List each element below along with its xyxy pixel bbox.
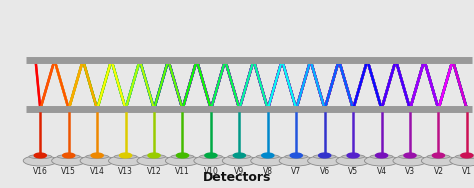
- Text: V5: V5: [348, 167, 358, 176]
- Ellipse shape: [80, 155, 114, 166]
- Circle shape: [233, 153, 246, 158]
- Text: Detectors: Detectors: [203, 171, 271, 184]
- Ellipse shape: [143, 155, 165, 159]
- Circle shape: [404, 153, 416, 158]
- Text: V12: V12: [146, 167, 162, 176]
- Ellipse shape: [171, 155, 194, 159]
- Text: V1: V1: [462, 167, 472, 176]
- Circle shape: [347, 153, 359, 158]
- Text: V2: V2: [433, 167, 444, 176]
- Ellipse shape: [114, 155, 137, 159]
- Ellipse shape: [365, 155, 399, 166]
- Ellipse shape: [393, 155, 427, 166]
- Ellipse shape: [251, 155, 285, 166]
- Text: V14: V14: [90, 167, 105, 176]
- Text: V11: V11: [175, 167, 190, 176]
- Ellipse shape: [285, 155, 308, 159]
- Circle shape: [91, 153, 103, 158]
- Text: V10: V10: [203, 167, 219, 176]
- Circle shape: [262, 153, 274, 158]
- Circle shape: [290, 153, 302, 158]
- Circle shape: [432, 153, 445, 158]
- Text: V6: V6: [319, 167, 330, 176]
- Circle shape: [119, 153, 132, 158]
- Circle shape: [176, 153, 189, 158]
- Ellipse shape: [308, 155, 342, 166]
- Ellipse shape: [228, 155, 251, 159]
- Text: V9: V9: [234, 167, 245, 176]
- Ellipse shape: [279, 155, 313, 166]
- Ellipse shape: [370, 155, 393, 159]
- Circle shape: [34, 153, 46, 158]
- Text: V7: V7: [291, 167, 301, 176]
- Ellipse shape: [421, 155, 456, 166]
- Ellipse shape: [165, 155, 200, 166]
- Ellipse shape: [194, 155, 228, 166]
- Ellipse shape: [450, 155, 474, 166]
- Circle shape: [461, 153, 473, 158]
- Ellipse shape: [256, 155, 279, 159]
- Text: V16: V16: [33, 167, 48, 176]
- Circle shape: [63, 153, 75, 158]
- Text: V13: V13: [118, 167, 133, 176]
- Ellipse shape: [200, 155, 222, 159]
- Ellipse shape: [399, 155, 421, 159]
- Ellipse shape: [137, 155, 171, 166]
- Text: V8: V8: [263, 167, 273, 176]
- Text: V15: V15: [61, 167, 76, 176]
- Circle shape: [319, 153, 331, 158]
- Ellipse shape: [313, 155, 336, 159]
- Ellipse shape: [342, 155, 365, 159]
- Ellipse shape: [52, 155, 86, 166]
- Ellipse shape: [29, 155, 52, 159]
- Ellipse shape: [109, 155, 143, 166]
- Circle shape: [205, 153, 217, 158]
- Text: V4: V4: [376, 167, 387, 176]
- Circle shape: [375, 153, 388, 158]
- Ellipse shape: [456, 155, 474, 159]
- Ellipse shape: [23, 155, 57, 166]
- Ellipse shape: [57, 155, 80, 159]
- Text: V3: V3: [405, 167, 415, 176]
- Circle shape: [148, 153, 160, 158]
- Ellipse shape: [427, 155, 450, 159]
- Ellipse shape: [86, 155, 109, 159]
- Ellipse shape: [222, 155, 256, 166]
- Ellipse shape: [336, 155, 370, 166]
